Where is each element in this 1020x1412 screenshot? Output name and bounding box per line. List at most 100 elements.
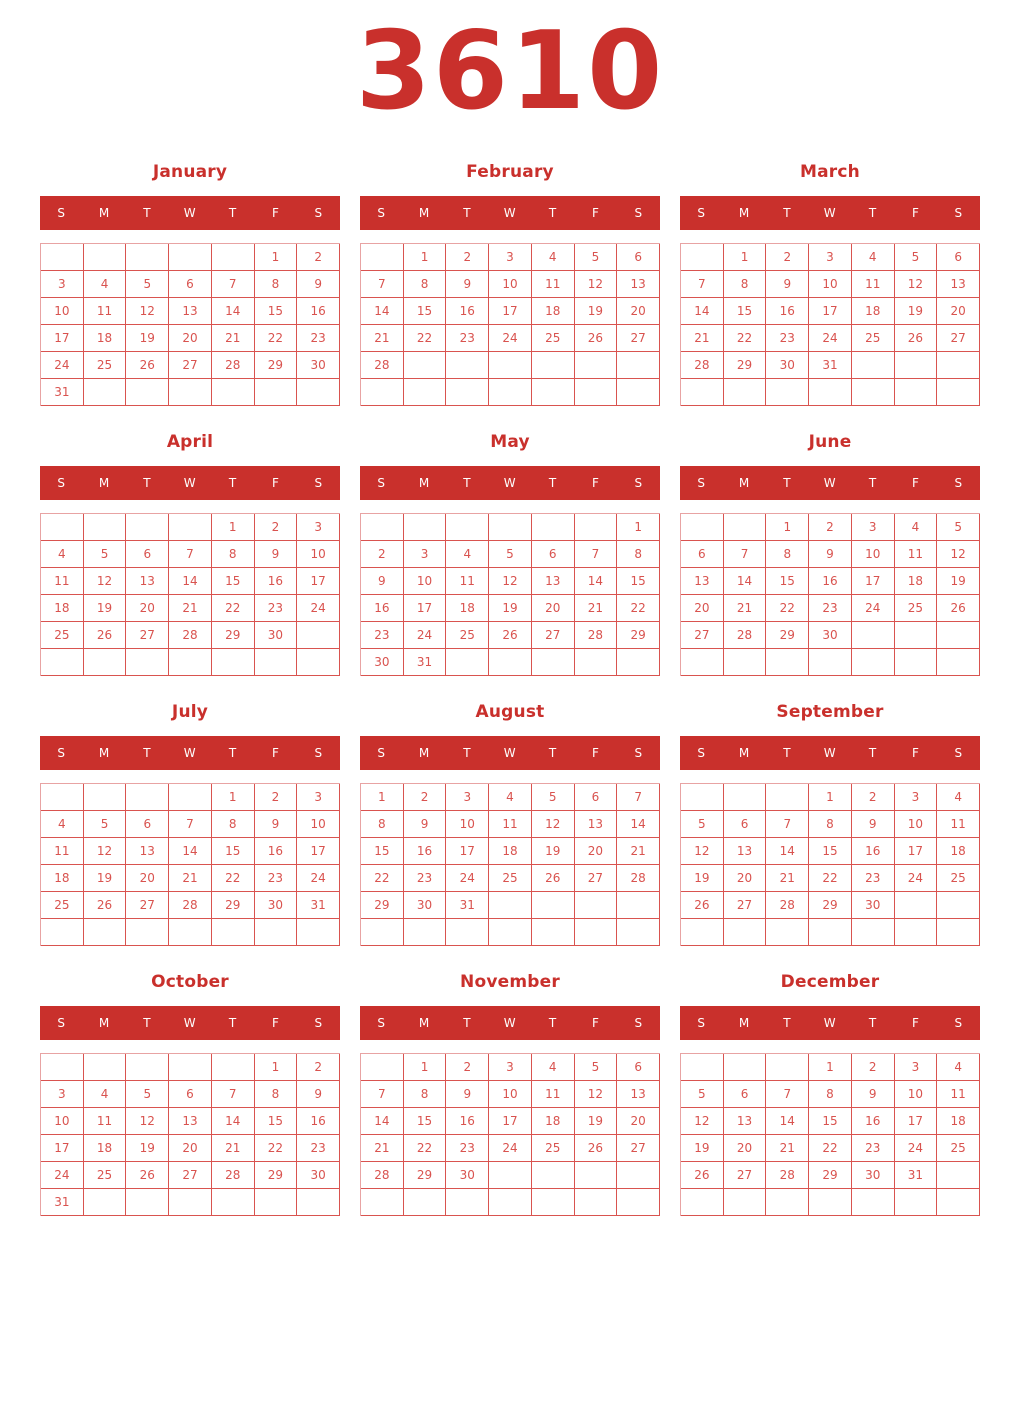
day-cell[interactable]: 21	[361, 1135, 404, 1162]
day-cell[interactable]: 20	[617, 298, 660, 325]
day-cell[interactable]: 25	[41, 892, 84, 919]
day-cell[interactable]: 19	[126, 1135, 170, 1162]
day-cell[interactable]: 22	[254, 325, 298, 352]
day-cell[interactable]: 5	[937, 514, 980, 541]
day-cell[interactable]: 18	[894, 568, 938, 595]
day-cell[interactable]: 18	[83, 1135, 127, 1162]
day-cell[interactable]: 19	[574, 1108, 618, 1135]
day-cell[interactable]: 21	[766, 865, 810, 892]
day-cell[interactable]: 10	[297, 541, 340, 568]
day-cell[interactable]: 7	[766, 1081, 810, 1108]
day-cell[interactable]: 11	[41, 838, 84, 865]
day-cell[interactable]: 4	[937, 1054, 980, 1081]
day-cell[interactable]: 15	[403, 1108, 447, 1135]
day-cell[interactable]: 6	[169, 271, 212, 298]
day-cell[interactable]: 14	[211, 298, 255, 325]
day-cell[interactable]: 23	[446, 325, 490, 352]
day-cell[interactable]: 10	[894, 1081, 938, 1108]
day-cell[interactable]: 1	[254, 244, 298, 271]
day-cell[interactable]: 23	[809, 595, 852, 622]
day-cell[interactable]: 4	[41, 541, 84, 568]
day-cell[interactable]: 3	[894, 784, 938, 811]
day-cell[interactable]: 4	[83, 1081, 127, 1108]
day-cell[interactable]: 5	[83, 541, 127, 568]
day-cell[interactable]: 14	[766, 838, 810, 865]
day-cell[interactable]: 28	[169, 622, 212, 649]
day-cell[interactable]: 11	[894, 541, 938, 568]
day-cell[interactable]: 4	[489, 784, 532, 811]
day-cell[interactable]: 30	[851, 1162, 895, 1189]
day-cell[interactable]: 9	[766, 271, 810, 298]
day-cell[interactable]: 12	[681, 838, 724, 865]
day-cell[interactable]: 29	[254, 1162, 298, 1189]
day-cell[interactable]: 27	[126, 892, 170, 919]
day-cell[interactable]: 5	[126, 1081, 170, 1108]
day-cell[interactable]: 9	[851, 811, 895, 838]
day-cell[interactable]: 15	[617, 568, 660, 595]
day-cell[interactable]: 2	[254, 784, 298, 811]
day-cell[interactable]: 8	[617, 541, 660, 568]
day-cell[interactable]: 19	[574, 298, 618, 325]
day-cell[interactable]: 28	[723, 622, 767, 649]
day-cell[interactable]: 23	[361, 622, 404, 649]
day-cell[interactable]: 4	[41, 811, 84, 838]
day-cell[interactable]: 8	[361, 811, 404, 838]
day-cell[interactable]: 5	[574, 1054, 618, 1081]
day-cell[interactable]: 30	[766, 352, 810, 379]
day-cell[interactable]: 20	[681, 595, 724, 622]
day-cell[interactable]: 23	[766, 325, 810, 352]
day-cell[interactable]: 13	[723, 838, 767, 865]
day-cell[interactable]: 6	[126, 811, 170, 838]
day-cell[interactable]: 25	[83, 352, 127, 379]
day-cell[interactable]: 27	[617, 325, 660, 352]
day-cell[interactable]: 12	[489, 568, 532, 595]
day-cell[interactable]: 19	[531, 838, 575, 865]
day-cell[interactable]: 3	[41, 1081, 84, 1108]
day-cell[interactable]: 7	[169, 541, 212, 568]
day-cell[interactable]: 25	[489, 865, 532, 892]
day-cell[interactable]: 7	[211, 1081, 255, 1108]
day-cell[interactable]: 13	[169, 1108, 212, 1135]
day-cell[interactable]: 24	[894, 1135, 938, 1162]
day-cell[interactable]: 30	[254, 892, 298, 919]
day-cell[interactable]: 14	[617, 811, 660, 838]
day-cell[interactable]: 14	[169, 568, 212, 595]
day-cell[interactable]: 19	[489, 595, 532, 622]
day-cell[interactable]: 24	[894, 865, 938, 892]
day-cell[interactable]: 24	[41, 1162, 84, 1189]
day-cell[interactable]: 27	[169, 1162, 212, 1189]
day-cell[interactable]: 20	[126, 595, 170, 622]
day-cell[interactable]: 16	[851, 1108, 895, 1135]
day-cell[interactable]: 24	[297, 595, 340, 622]
day-cell[interactable]: 5	[894, 244, 938, 271]
day-cell[interactable]: 8	[403, 1081, 447, 1108]
day-cell[interactable]: 20	[723, 865, 767, 892]
day-cell[interactable]: 12	[531, 811, 575, 838]
day-cell[interactable]: 9	[809, 541, 852, 568]
day-cell[interactable]: 8	[809, 1081, 852, 1108]
day-cell[interactable]: 17	[894, 1108, 938, 1135]
day-cell[interactable]: 9	[403, 811, 447, 838]
day-cell[interactable]: 17	[403, 595, 447, 622]
day-cell[interactable]: 7	[211, 271, 255, 298]
day-cell[interactable]: 27	[937, 325, 980, 352]
day-cell[interactable]: 2	[851, 1054, 895, 1081]
day-cell[interactable]: 25	[446, 622, 490, 649]
day-cell[interactable]: 17	[489, 298, 532, 325]
day-cell[interactable]: 10	[489, 1081, 532, 1108]
day-cell[interactable]: 7	[574, 541, 618, 568]
day-cell[interactable]: 17	[297, 838, 340, 865]
day-cell[interactable]: 20	[169, 1135, 212, 1162]
day-cell[interactable]: 3	[41, 271, 84, 298]
day-cell[interactable]: 29	[723, 352, 767, 379]
day-cell[interactable]: 3	[489, 1054, 532, 1081]
day-cell[interactable]: 8	[403, 271, 447, 298]
day-cell[interactable]: 31	[446, 892, 490, 919]
day-cell[interactable]: 15	[254, 298, 298, 325]
day-cell[interactable]: 27	[617, 1135, 660, 1162]
day-cell[interactable]: 20	[617, 1108, 660, 1135]
day-cell[interactable]: 12	[83, 838, 127, 865]
day-cell[interactable]: 14	[574, 568, 618, 595]
day-cell[interactable]: 25	[894, 595, 938, 622]
day-cell[interactable]: 21	[169, 595, 212, 622]
